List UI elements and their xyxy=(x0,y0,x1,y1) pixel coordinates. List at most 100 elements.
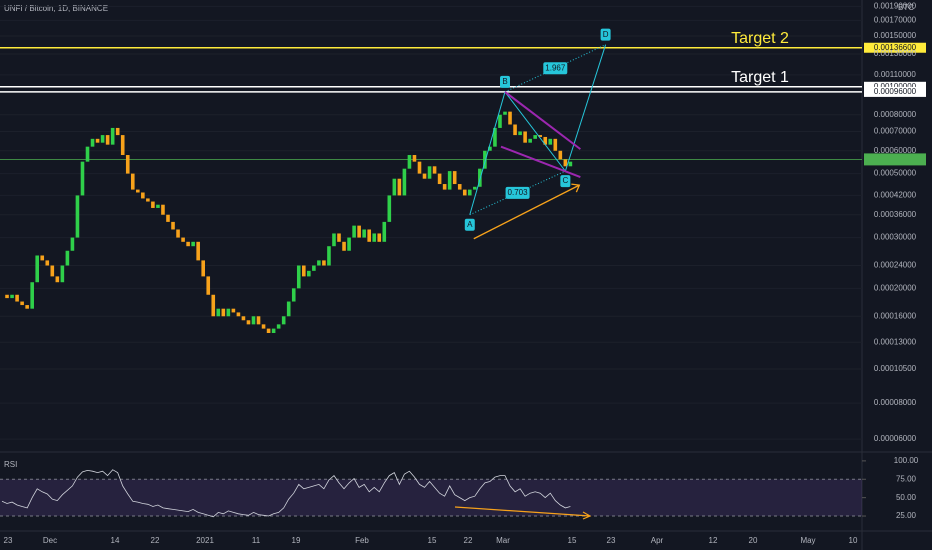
y-tick-label: 0.00080000 xyxy=(874,110,917,119)
unit-label: BTC xyxy=(898,3,914,12)
x-tick-label: 2021 xyxy=(196,536,214,545)
candle-body xyxy=(181,237,185,242)
candle-body xyxy=(342,241,346,251)
rsi-band xyxy=(0,479,862,517)
x-tick-label: 12 xyxy=(709,536,718,545)
candle-body xyxy=(110,127,115,145)
divergence-arrow xyxy=(454,506,592,520)
candle-body xyxy=(558,150,563,160)
candle-body xyxy=(362,229,366,238)
candle-body xyxy=(508,111,512,125)
candle-body xyxy=(186,241,190,247)
candle-body xyxy=(246,320,251,325)
pattern-point-label: A xyxy=(467,220,473,229)
candle-body xyxy=(156,204,160,208)
pattern-point-label: D xyxy=(603,30,609,39)
candle-body xyxy=(70,237,75,251)
candle-body xyxy=(407,155,412,169)
candle-body xyxy=(171,221,175,230)
rsi-line xyxy=(1,469,571,518)
candle-body xyxy=(352,225,356,238)
y-tick-label: 0.00070000 xyxy=(874,127,917,136)
candle-body xyxy=(30,282,34,309)
x-tick-label: May xyxy=(800,536,815,545)
candle-body xyxy=(568,161,573,167)
candle-body xyxy=(442,184,447,190)
candle-body xyxy=(493,127,497,147)
candle-body xyxy=(161,204,165,215)
candle-body xyxy=(523,131,527,143)
y-tick-label: 0.00042000 xyxy=(874,191,917,200)
candle-body xyxy=(35,255,40,283)
candle-body xyxy=(457,184,462,190)
candle-body xyxy=(473,186,477,190)
y-tick-label: 0.00020000 xyxy=(874,283,917,292)
y-tick-label: 0.00136600 xyxy=(874,43,917,52)
pattern-point-label: B xyxy=(502,77,507,86)
candle-body xyxy=(377,233,382,242)
candle-body xyxy=(80,161,85,196)
y-tick-label: 0.00036000 xyxy=(874,210,917,219)
price-label-box xyxy=(864,81,926,92)
candle-body xyxy=(40,255,45,261)
ratio-box xyxy=(543,62,568,75)
candle-body xyxy=(327,246,331,266)
candle-body xyxy=(141,192,145,199)
candle-body xyxy=(236,312,241,317)
y-tick-label: 0.00030000 xyxy=(874,233,917,242)
y-tick-label: 0.00100000 xyxy=(874,82,917,91)
pattern-point-box xyxy=(500,75,510,88)
candle-body xyxy=(221,308,226,317)
ratio-label: 1.967 xyxy=(545,63,566,72)
x-tick-label: 20 xyxy=(749,536,758,545)
candle-body xyxy=(513,124,517,136)
y-tick-label: 0.00190000 xyxy=(874,2,917,11)
pattern-leg xyxy=(469,91,506,215)
candle-body xyxy=(166,214,170,222)
candle-body xyxy=(291,288,296,302)
candle-body xyxy=(286,301,291,317)
candle-body xyxy=(483,150,487,169)
y-tick-label: 0.00060000 xyxy=(874,146,917,155)
candle-body xyxy=(100,135,105,143)
candle-body xyxy=(281,316,286,325)
pattern-leg xyxy=(564,44,607,172)
candle-body xyxy=(518,131,522,136)
y-tick-label: 0.00016000 xyxy=(874,311,917,320)
candle-body xyxy=(10,294,14,299)
candle-body xyxy=(367,229,371,242)
pattern-point-box xyxy=(560,175,571,188)
candle-body xyxy=(201,260,205,277)
candle-body xyxy=(447,171,452,190)
candle-body xyxy=(20,301,24,306)
x-tick-label: Dec xyxy=(43,536,57,545)
candle-body xyxy=(206,276,211,295)
candle-body xyxy=(251,316,256,325)
candle-body xyxy=(548,138,553,145)
candle-body xyxy=(216,308,221,317)
candle-body xyxy=(196,241,200,261)
candle-body xyxy=(45,260,50,266)
candle-body xyxy=(302,265,306,277)
candle-body xyxy=(231,308,236,313)
x-tick-label: 23 xyxy=(4,536,13,545)
candle-body xyxy=(563,159,568,167)
target-label: Target 2 xyxy=(731,30,789,47)
candle-body xyxy=(211,294,216,317)
candle-body xyxy=(533,135,537,139)
candle-body xyxy=(191,241,195,247)
candle-body xyxy=(151,201,155,208)
candle-body xyxy=(85,146,90,162)
candle-body xyxy=(136,189,140,193)
candle-body xyxy=(553,138,558,151)
rsi-tick-label: 50.00 xyxy=(896,493,917,502)
chart-title: UNFI / Bitcoin, 1D, BINANCE xyxy=(4,4,108,13)
candle-body xyxy=(347,237,351,251)
pattern-point-label: C xyxy=(562,176,568,185)
candle-body xyxy=(498,114,502,128)
candle-body xyxy=(256,316,261,325)
x-tick-label: 15 xyxy=(568,536,577,545)
candle-body xyxy=(427,166,432,179)
candle-body xyxy=(15,294,19,302)
candle-body xyxy=(130,173,135,190)
